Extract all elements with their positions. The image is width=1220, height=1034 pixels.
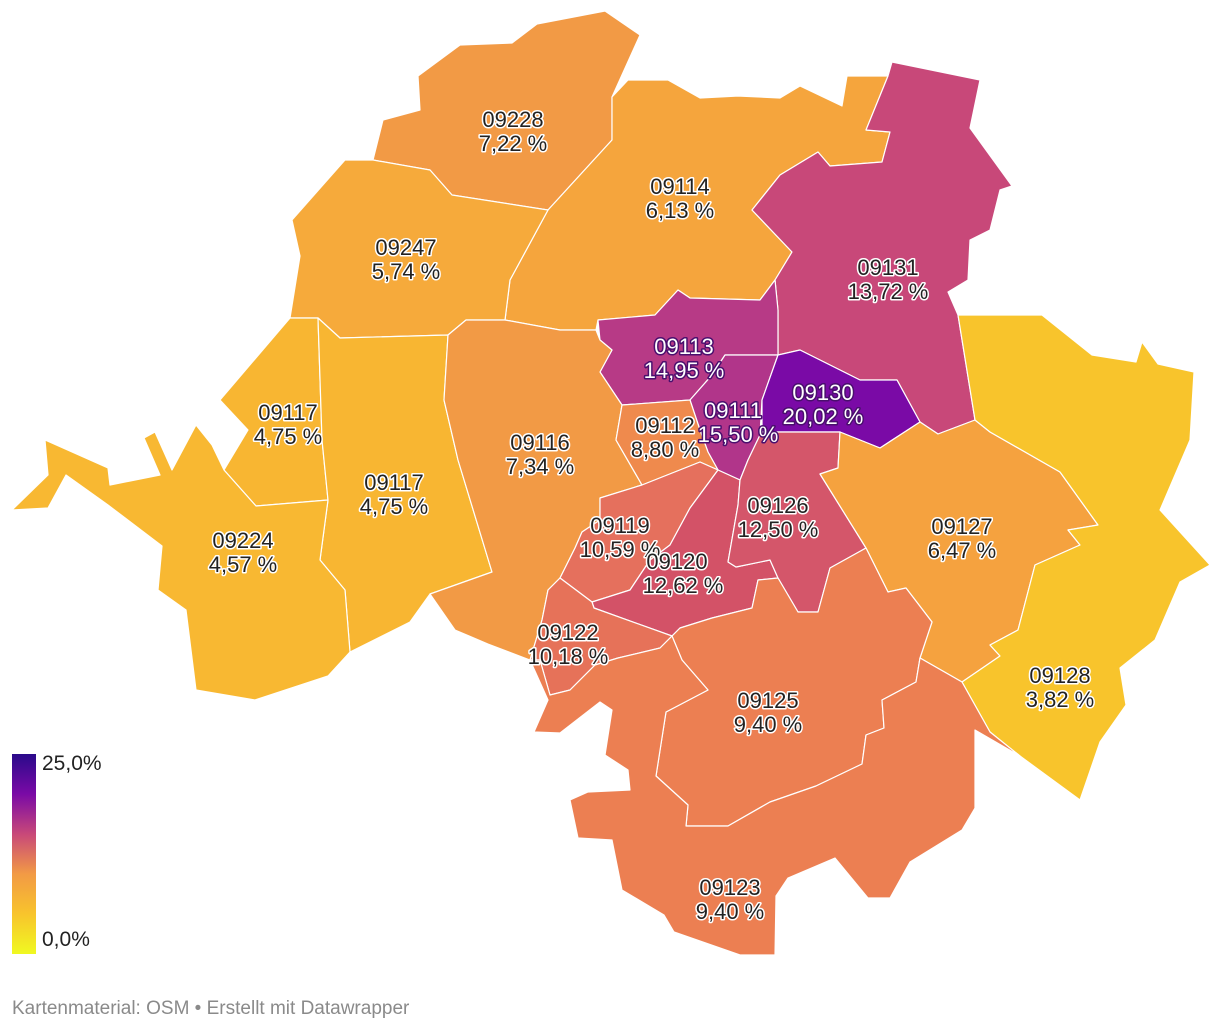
map-regions xyxy=(11,10,1211,956)
legend-min-label: 0,0% xyxy=(42,928,90,951)
label-09113: 09113 14,95 % xyxy=(644,334,725,383)
label-09247: 09247 5,74 % xyxy=(372,235,441,284)
region-09224[interactable] xyxy=(11,424,351,701)
legend-gradient-bar xyxy=(12,754,36,954)
label-09117-east: 09117 4,75 % xyxy=(360,470,429,519)
label-09111: 09111 15,50 % xyxy=(698,398,779,447)
footer-credits: Kartenmaterial: OSM • Erstellt mit Dataw… xyxy=(12,998,409,1020)
label-09119: 09119 10,59 % xyxy=(580,513,661,562)
label-09114: 09114 6,13 % xyxy=(646,174,715,223)
label-09125: 09125 9,40 % xyxy=(734,688,803,737)
label-09116: 09116 7,34 % xyxy=(506,430,575,479)
footer-credit: Erstellt mit Datawrapper xyxy=(206,998,410,1019)
region-labels: 09228 7,22 % 09114 6,13 % 09247 5,74 % 0913… xyxy=(207,106,1096,926)
label-09120: 09120 12,62 % xyxy=(643,549,724,598)
label-09130: 09130 20,02 % xyxy=(783,380,864,429)
color-legend: 25,0% 0,0% xyxy=(10,752,210,956)
label-09128: 09128 3,82 % xyxy=(1026,663,1095,712)
footer-separator: • xyxy=(189,998,207,1019)
label-09131: 09131 13,72 % xyxy=(848,255,929,304)
choropleth-map: 09228 7,22 % 09114 6,13 % 09247 5,74 % 0913… xyxy=(11,10,1211,956)
label-09117-west: 09117 4,75 % xyxy=(254,400,323,449)
label-09112: 09112 8,80 % xyxy=(631,413,700,462)
label-09127: 09127 6,47 % xyxy=(928,514,997,563)
label-09224: 09224 4,57 % xyxy=(209,528,278,577)
label-09123: 09123 9,40 % xyxy=(696,875,765,924)
footer-source: Kartenmaterial: OSM xyxy=(12,998,190,1019)
region-09128[interactable] xyxy=(957,314,1211,801)
label-09228: 09228 7,22 % xyxy=(479,107,548,156)
region-09123[interactable] xyxy=(529,635,1021,956)
legend-max-label: 25,0% xyxy=(42,752,102,775)
label-09126: 09126 12,50 % xyxy=(738,493,819,542)
label-09122: 09122 10,18 % xyxy=(528,620,609,669)
